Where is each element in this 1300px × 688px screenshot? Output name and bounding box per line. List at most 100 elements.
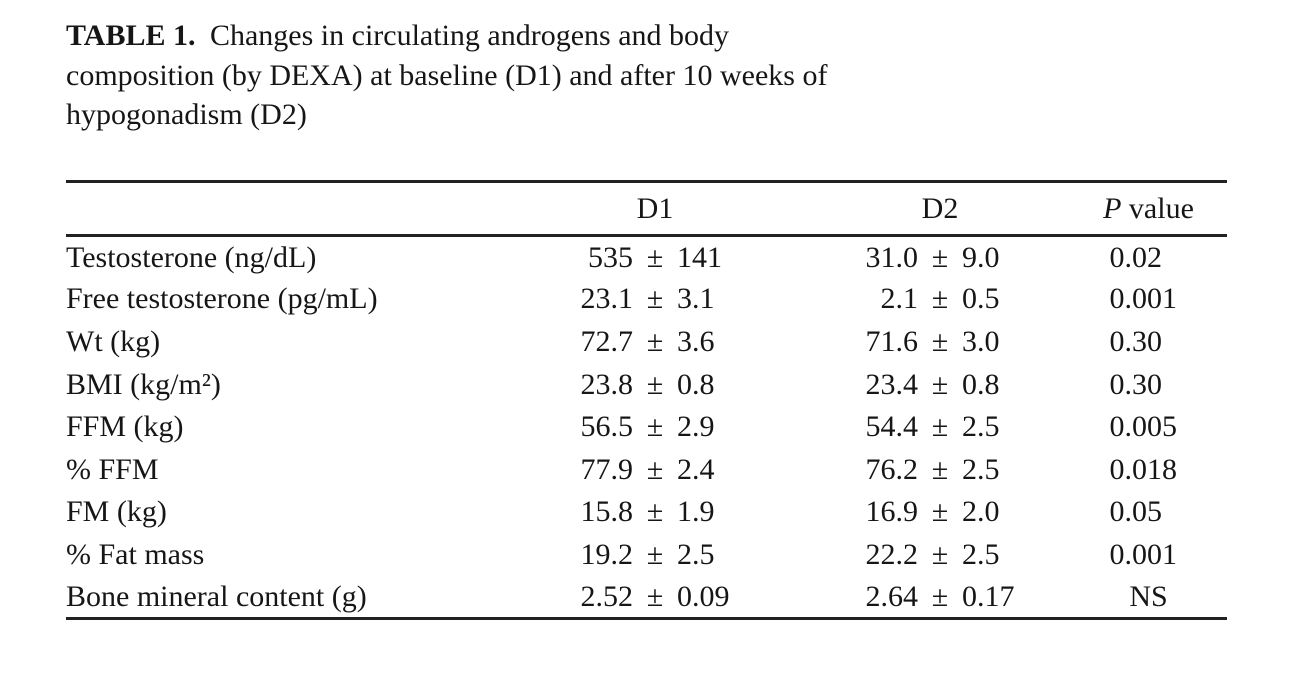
table-row: FM (kg) 15.8 ±1.9 16.9 ±2.0 0.05 <box>66 491 1227 534</box>
p-cell: 0.001 <box>1070 278 1227 321</box>
d2-cell: 2.64 ±0.17 <box>810 576 1070 619</box>
d1-value: 535 ±141 <box>588 240 722 274</box>
header-d2: D2 <box>921 191 959 225</box>
plus-minus-symbol: ± <box>931 410 949 444</box>
plus-minus-symbol: ± <box>931 537 949 571</box>
table-caption-line: composition (by DEXA) at baseline (D1) a… <box>66 58 828 92</box>
table-row: Bone mineral content (g) 2.52 ±0.09 2.64 ±… <box>66 576 1227 619</box>
header-row: D1 D2 P value <box>66 182 1227 236</box>
plus-minus-symbol: ± <box>646 537 664 571</box>
d1-value: 2.52 ±0.09 <box>580 579 730 613</box>
d2-value: 16.9 ±2.0 <box>865 495 1000 529</box>
table-caption-label: TABLE 1. <box>66 19 196 52</box>
plus-minus-symbol: ± <box>646 324 664 358</box>
plus-minus-symbol: ± <box>931 282 949 316</box>
d2-cell: 76.2 ±2.5 <box>810 448 1070 491</box>
plus-minus-symbol: ± <box>931 324 949 358</box>
table-caption-line: Changes in circulating androgens and bod… <box>209 19 730 52</box>
d1-cell: 77.9 ±2.4 <box>500 448 810 491</box>
d2-value: 31.0 ±9.0 <box>865 240 1000 274</box>
d2-value: 23.4 ±0.8 <box>865 367 1000 401</box>
p-cell: 0.02 <box>1070 236 1227 279</box>
p-cell: NS <box>1070 576 1227 619</box>
results-table: D1 D2 P value Testosterone (ng/dL) 535 ±1… <box>66 180 1227 621</box>
table-row: Wt (kg) 72.7 ±3.6 71.6 ±3.0 0.30 <box>66 321 1227 364</box>
d2-value: 76.2 ±2.5 <box>865 452 1000 486</box>
d1-cell: 23.1 ±3.1 <box>500 278 810 321</box>
table-row: % Fat mass 19.2 ±2.5 22.2 ±2.5 0.001 <box>66 534 1227 577</box>
header-empty <box>66 182 500 236</box>
p-cell: 0.005 <box>1070 406 1227 449</box>
row-label: % Fat mass <box>66 537 205 571</box>
plus-minus-symbol: ± <box>646 452 664 486</box>
p-value: 0.30 <box>1109 367 1163 401</box>
plus-minus-symbol: ± <box>646 240 664 274</box>
d2-cell: 2.1 ±0.5 <box>810 278 1070 321</box>
p-value-word: value <box>1128 191 1194 225</box>
d2-value: 2.64 ±0.17 <box>865 579 1015 613</box>
row-label: Testosterone (ng/dL) <box>66 240 317 274</box>
p-symbol: P <box>1103 191 1122 225</box>
row-label: Free testosterone (pg/mL) <box>66 282 378 316</box>
row-label: FM (kg) <box>66 495 167 529</box>
p-value: 0.001 <box>1109 537 1178 571</box>
table-row: BMI (kg/m²) 23.8 ±0.8 23.4 ±0.8 0.30 <box>66 363 1227 406</box>
plus-minus-symbol: ± <box>931 367 949 401</box>
d1-cell: 2.52 ±0.09 <box>500 576 810 619</box>
d1-value: 23.1 ±3.1 <box>580 282 715 316</box>
plus-minus-symbol: ± <box>931 452 949 486</box>
d2-cell: 54.4 ±2.5 <box>810 406 1070 449</box>
plus-minus-symbol: ± <box>931 579 949 613</box>
table-caption-line: hypogonadism (D2) <box>66 98 307 131</box>
d1-cell: 15.8 ±1.9 <box>500 491 810 534</box>
plus-minus-symbol: ± <box>931 495 949 529</box>
d2-value: 54.4 ±2.5 <box>865 410 1000 444</box>
header-d1: D1 <box>636 191 674 225</box>
p-value: 0.001 <box>1109 282 1178 316</box>
table-row: Testosterone (ng/dL) 535 ±141 31.0 ±9.0 0.… <box>66 236 1227 279</box>
d2-cell: 22.2 ±2.5 <box>810 534 1070 577</box>
table-caption: TABLE 1. Changes in circulating androgen… <box>66 16 1236 135</box>
d1-cell: 19.2 ±2.5 <box>500 534 810 577</box>
d2-value: 22.2 ±2.5 <box>865 537 1000 571</box>
p-cell: 0.05 <box>1070 491 1227 534</box>
d1-cell: 23.8 ±0.8 <box>500 363 810 406</box>
d1-value: 72.7 ±3.6 <box>580 324 715 358</box>
table-row: % FFM 77.9 ±2.4 76.2 ±2.5 0.018 <box>66 448 1227 491</box>
table-row: Free testosterone (pg/mL) 23.1 ±3.1 2.1 ±0… <box>66 278 1227 321</box>
d2-value: 2.1 ±0.5 <box>880 282 1000 316</box>
d1-value: 56.5 ±2.9 <box>580 410 715 444</box>
d2-cell: 31.0 ±9.0 <box>810 236 1070 279</box>
p-value-ns: NS <box>1129 579 1168 613</box>
plus-minus-symbol: ± <box>646 579 664 613</box>
d1-value: 15.8 ±1.9 <box>580 495 715 529</box>
p-cell: 0.30 <box>1070 363 1227 406</box>
p-value: 0.005 <box>1109 410 1178 444</box>
d2-cell: 23.4 ±0.8 <box>810 363 1070 406</box>
d1-cell: 72.7 ±3.6 <box>500 321 810 364</box>
plus-minus-symbol: ± <box>646 282 664 316</box>
d1-value: 23.8 ±0.8 <box>580 367 715 401</box>
p-value: 0.30 <box>1109 324 1163 358</box>
plus-minus-symbol: ± <box>646 410 664 444</box>
p-cell: 0.018 <box>1070 448 1227 491</box>
d1-cell: 56.5 ±2.9 <box>500 406 810 449</box>
d1-cell: 535 ±141 <box>500 236 810 279</box>
row-label: BMI (kg/m²) <box>66 367 221 401</box>
plus-minus-symbol: ± <box>931 240 949 274</box>
d2-cell: 71.6 ±3.0 <box>810 321 1070 364</box>
table-row: FFM (kg) 56.5 ±2.9 54.4 ±2.5 0.005 <box>66 406 1227 449</box>
plus-minus-symbol: ± <box>646 495 664 529</box>
p-value: 0.02 <box>1109 240 1163 274</box>
row-label: FFM (kg) <box>66 410 184 444</box>
p-value: 0.018 <box>1109 452 1178 486</box>
p-cell: 0.001 <box>1070 534 1227 577</box>
row-label: % FFM <box>66 452 159 486</box>
row-label: Wt (kg) <box>66 324 161 358</box>
d2-value: 71.6 ±3.0 <box>865 324 1000 358</box>
p-value: 0.05 <box>1109 495 1163 529</box>
d1-value: 77.9 ±2.4 <box>580 452 715 486</box>
p-cell: 0.30 <box>1070 321 1227 364</box>
d1-value: 19.2 ±2.5 <box>580 537 715 571</box>
